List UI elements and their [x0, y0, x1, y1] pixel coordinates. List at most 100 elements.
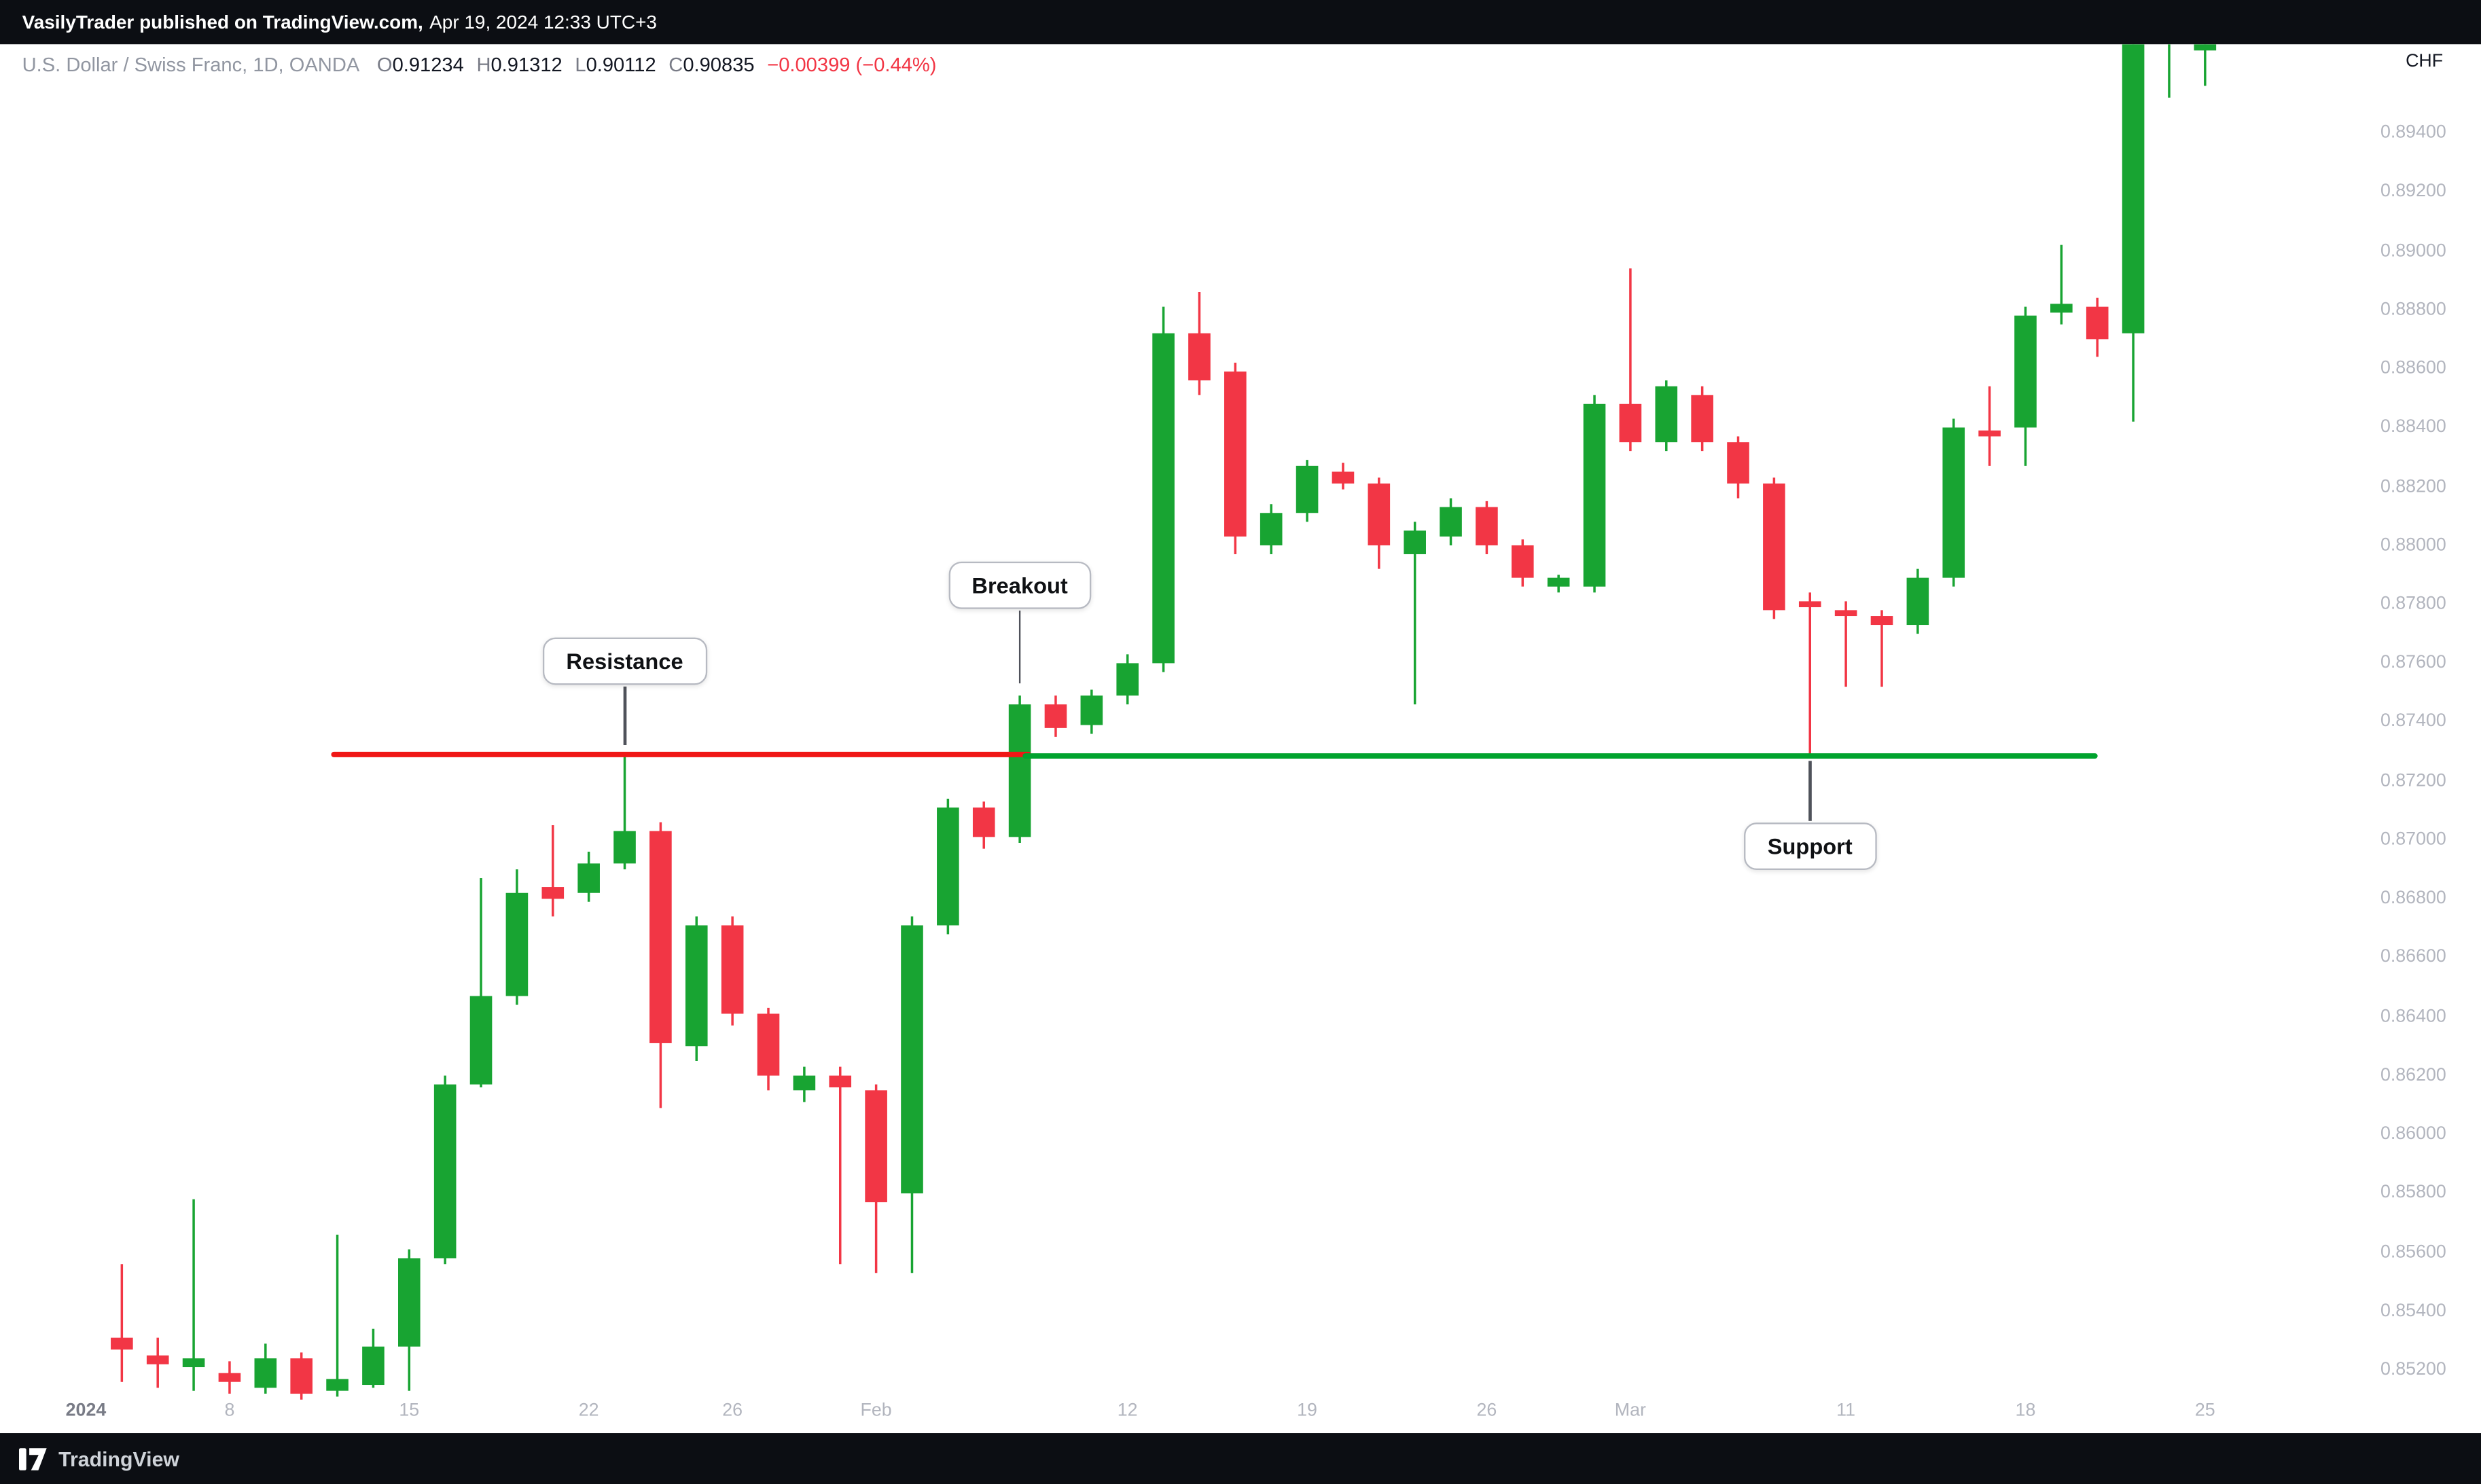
- price-axis-label: 0.86000: [2380, 1125, 2446, 1144]
- chart-canvas[interactable]: U.S. Dollar / Swiss Franc, 1D, OANDA O0.…: [0, 44, 2481, 1434]
- price-axis-label: 0.87800: [2380, 594, 2446, 614]
- candle: [1476, 501, 1498, 554]
- candle: [362, 1328, 385, 1388]
- candle: [398, 1249, 421, 1391]
- price-axis-label: 0.89400: [2380, 123, 2446, 143]
- price-axis-label: 0.88000: [2380, 535, 2446, 555]
- close-label: C: [668, 54, 683, 76]
- footer-bar: TradingView: [0, 1433, 2481, 1484]
- candle: [685, 916, 708, 1061]
- candle: [937, 798, 959, 935]
- price-axis-label: 0.86800: [2380, 889, 2446, 909]
- candle: [1008, 695, 1031, 844]
- callout-tail: [1018, 611, 1021, 684]
- low-value: 0.90112: [586, 54, 656, 76]
- price-axis-label: 0.87200: [2380, 771, 2446, 791]
- candle: [1798, 592, 1821, 755]
- price-axis-label: 0.85800: [2380, 1184, 2446, 1204]
- candle: [1116, 654, 1139, 705]
- candle: [1368, 477, 1391, 569]
- candle: [2014, 306, 2037, 466]
- candle: [829, 1066, 852, 1265]
- candle: [1978, 386, 2001, 466]
- candle: [433, 1075, 457, 1265]
- candle: [1691, 386, 1713, 452]
- price-axis-label: 0.88400: [2380, 418, 2446, 437]
- candle: [1906, 568, 1929, 634]
- candle: [1583, 395, 1606, 593]
- price-axis-label: 0.85200: [2380, 1360, 2446, 1380]
- candle: [1511, 539, 1534, 587]
- attribution-date: Apr 19, 2024 12:33 UTC+3: [429, 11, 657, 33]
- support-callout[interactable]: Support: [1743, 822, 1876, 871]
- candle: [469, 878, 493, 1087]
- price-axis[interactable]: 0.89400 0.89200 0.89000 0.88800 0.88600 0.884…: [2357, 44, 2481, 1433]
- candle: [146, 1337, 169, 1388]
- candle: [972, 801, 995, 849]
- candle: [182, 1199, 205, 1391]
- candle: [218, 1361, 241, 1394]
- price-axis-label: 0.88800: [2380, 300, 2446, 319]
- candle: [1727, 436, 1749, 499]
- price-axis-label: 0.88200: [2380, 477, 2446, 496]
- candle: [505, 869, 529, 1005]
- resistance-callout[interactable]: Resistance: [542, 637, 707, 685]
- price-axis-label: 0.87000: [2380, 830, 2446, 850]
- ohlc-values: O0.91234 H0.91312 L0.90112 C0.90835 −0.0…: [377, 54, 937, 76]
- candle: [1547, 575, 1570, 593]
- candle: [865, 1084, 887, 1273]
- price-axis-label: 0.86200: [2380, 1066, 2446, 1085]
- open-value: 0.91234: [392, 54, 464, 76]
- candle: [721, 916, 744, 1026]
- candle: [1080, 689, 1103, 734]
- price-axis-label: 0.87600: [2380, 653, 2446, 673]
- price-axis-label: 0.86600: [2380, 948, 2446, 968]
- price-axis-currency-label[interactable]: CHF: [2406, 52, 2444, 71]
- candle: [649, 822, 672, 1108]
- candle: [1870, 610, 1893, 687]
- price-axis-label: 0.85400: [2380, 1301, 2446, 1321]
- candle: [541, 825, 565, 917]
- breakout-callout[interactable]: Breakout: [948, 561, 1092, 609]
- callout-tail: [623, 686, 626, 746]
- breakout-callout-label[interactable]: Breakout: [948, 561, 1092, 609]
- price-axis-label: 0.89200: [2380, 182, 2446, 202]
- candle: [2050, 245, 2073, 325]
- symbol-header: U.S. Dollar / Swiss Franc, 1D, OANDA O0.…: [22, 54, 937, 76]
- high-value: 0.91312: [490, 54, 563, 76]
- candle: [2194, 44, 2217, 86]
- tradingview-brand[interactable]: TradingView: [18, 1447, 179, 1470]
- candle: [111, 1264, 133, 1382]
- candle: [1404, 522, 1426, 705]
- price-axis-label: 0.86400: [2380, 1007, 2446, 1026]
- resistance-callout-label[interactable]: Resistance: [542, 637, 707, 685]
- change-value: −0.00399 (−0.44%): [767, 54, 937, 76]
- candle: [613, 754, 636, 870]
- candle: [1942, 418, 1965, 587]
- candle: [793, 1066, 816, 1102]
- attribution-author: VasilyTrader published on TradingView.co…: [22, 11, 423, 33]
- candle: [2122, 44, 2145, 422]
- tradingview-logo-icon: [18, 1447, 47, 1470]
- price-axis-label: 0.88600: [2380, 359, 2446, 378]
- candle: [901, 916, 923, 1273]
- candle: [2168, 44, 2171, 98]
- high-label: H: [476, 54, 491, 76]
- candle: [1655, 380, 1678, 452]
- candle: [577, 852, 600, 902]
- callout-tail: [1808, 761, 1812, 821]
- price-axis-label: 0.89000: [2380, 241, 2446, 261]
- candle: [1260, 504, 1283, 554]
- price-axis-label: 0.85600: [2380, 1242, 2446, 1262]
- close-value: 0.90835: [683, 54, 755, 76]
- low-label: L: [575, 54, 586, 76]
- candle: [1440, 498, 1462, 545]
- candle: [1763, 477, 1785, 619]
- candle: [2086, 297, 2109, 357]
- open-label: O: [376, 54, 393, 76]
- support-callout-label[interactable]: Support: [1743, 822, 1876, 871]
- candle: [326, 1234, 349, 1397]
- candle: [1224, 363, 1247, 554]
